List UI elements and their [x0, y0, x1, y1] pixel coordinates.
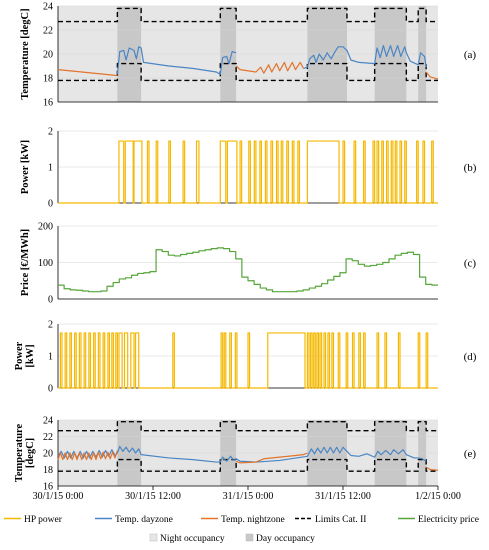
x-tick-label: 30/1/15 12:00	[125, 491, 181, 502]
legend: HP power Temp. dayzone Temp. nightzone Limi…	[4, 515, 479, 544]
x-tick-label: 31/1/15 0:00	[223, 491, 274, 502]
y-tick-label: 24	[43, 416, 53, 427]
panel-c: 0 100 200 Price [€/MWh] (c)	[20, 222, 476, 306]
series-temp-nightzone	[235, 452, 308, 464]
y-tick-label: 2	[48, 320, 53, 331]
series-temp-dayzone	[116, 46, 237, 75]
x-tick-label: 30/1/15 0:00	[33, 491, 84, 502]
legend-label: Day occupancy	[256, 534, 315, 544]
y-tick-label: 18	[43, 74, 53, 85]
y-axis-label: Temperature [degC]	[20, 8, 31, 99]
legend-label: HP power	[24, 515, 63, 525]
series-electricity-price	[58, 247, 438, 293]
legend-label: Night occupancy	[160, 534, 225, 544]
x-tick-label: 31/1/15 12:00	[315, 491, 371, 502]
y-tick-label: 0	[48, 295, 53, 306]
y-tick-label: 22	[43, 26, 53, 37]
legend-swatch	[245, 533, 254, 542]
panel-label: (a)	[464, 49, 477, 61]
y-tick-label: 24	[43, 2, 53, 13]
panel-label: (b)	[464, 162, 477, 174]
legend-swatch	[149, 533, 158, 542]
y-tick-label: 0	[48, 384, 53, 395]
y-axis-label: Temperature[degC]	[14, 424, 36, 483]
x-axis: 30/1/15 0:00 30/1/15 12:00 31/1/15 0:00 31/…	[33, 486, 461, 502]
legend-label: Electricity price	[418, 515, 479, 525]
y-tick-label: 22	[43, 432, 53, 443]
series-limits	[58, 420, 438, 432]
y-tick-label: 1	[48, 352, 53, 363]
panel-d: 0 1 2 Power[kW] (d)	[14, 320, 477, 395]
legend-label: Limits Cat. II	[315, 515, 366, 525]
series-temp-dayzone	[303, 45, 427, 69]
panel-label: (c)	[464, 258, 477, 270]
y-tick-label: 2	[48, 127, 53, 138]
series-temp-nightzone	[57, 450, 118, 461]
legend-label: Temp. nightzone	[221, 515, 285, 525]
series-limits	[58, 62, 438, 82]
y-axis-label: Power[kW]	[14, 341, 36, 370]
y-axis-label: Price [€/MWh]	[20, 229, 31, 296]
y-axis-label: Power [kW]	[20, 140, 31, 194]
panel-a: 16 18 20 22 24 Temperature [degC] (a)	[20, 2, 476, 109]
series-limits	[58, 7, 438, 23]
panel-b: 0 1 2 Power [kW] (b)	[20, 127, 477, 210]
y-tick-label: 16	[43, 482, 53, 493]
panel-e: 16 18 20 22 24 Temperature[degC] (e)	[14, 416, 476, 493]
series-temp-nightzone	[425, 466, 439, 471]
series-limits	[58, 458, 438, 472]
x-tick-label: 1/2/15 0:00	[415, 491, 461, 502]
panel-label: (d)	[464, 351, 477, 363]
y-tick-label: 20	[43, 449, 53, 460]
y-tick-label: 200	[38, 222, 53, 233]
series-hp-power	[58, 332, 438, 389]
y-tick-label: 0	[48, 199, 53, 210]
y-tick-label: 100	[38, 258, 53, 269]
panel-label: (e)	[464, 448, 477, 460]
series-temp-nightzone	[425, 71, 439, 80]
series-temp-nightzone	[235, 61, 304, 74]
y-tick-label: 16	[43, 98, 53, 109]
y-tick-label: 20	[43, 50, 53, 61]
y-tick-label: 1	[48, 163, 53, 174]
y-tick-label: 18	[43, 465, 53, 476]
series-hp-power	[58, 140, 438, 204]
series-temp-nightzone	[57, 69, 118, 77]
legend-label: Temp. dayzone	[115, 515, 173, 525]
